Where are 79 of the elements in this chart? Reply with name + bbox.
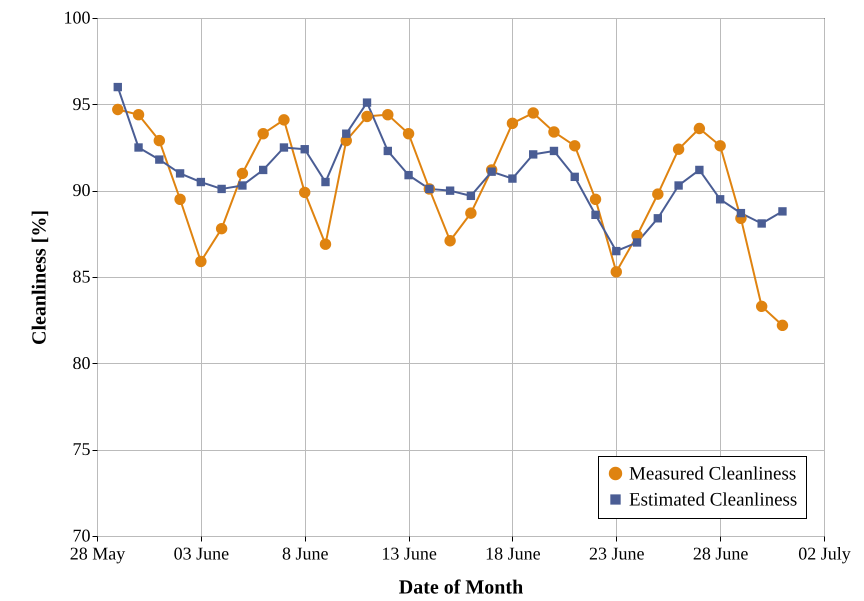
point xyxy=(716,195,724,204)
x-tick-label: 28 June xyxy=(692,544,748,564)
point xyxy=(778,207,787,216)
point xyxy=(402,128,414,140)
point xyxy=(154,134,166,146)
legend-label: Measured Cleanliness xyxy=(629,464,796,484)
point xyxy=(591,210,600,220)
point xyxy=(674,181,683,190)
point xyxy=(112,104,124,116)
point xyxy=(654,214,662,222)
x-tick-label: 03 June xyxy=(174,544,230,564)
point xyxy=(506,118,518,130)
y-tick-label: 80 xyxy=(72,352,90,373)
point xyxy=(196,178,206,186)
point xyxy=(280,143,288,152)
point xyxy=(444,235,456,246)
point xyxy=(217,184,226,194)
point xyxy=(320,238,332,250)
y-tick-label: 85 xyxy=(72,266,90,286)
point xyxy=(550,146,558,156)
point xyxy=(610,266,622,278)
point xyxy=(361,110,373,122)
y-tick-label: 70 xyxy=(72,526,90,546)
y-tick-label: 100 xyxy=(64,8,90,28)
legend-label: Estimated Cleanliness xyxy=(629,490,798,510)
point xyxy=(570,172,579,182)
point xyxy=(632,238,642,247)
point xyxy=(672,144,684,155)
point xyxy=(384,146,392,156)
point xyxy=(258,166,268,174)
x-tick-label: 8 June xyxy=(282,544,328,564)
x-tick-label: 13 June xyxy=(381,544,437,564)
point xyxy=(174,194,186,205)
point xyxy=(612,246,620,256)
point xyxy=(776,320,788,332)
point xyxy=(694,122,706,134)
point xyxy=(257,128,269,140)
point xyxy=(299,186,310,198)
point xyxy=(466,192,476,200)
x-tick-label: 23 June xyxy=(589,544,645,564)
point xyxy=(134,143,143,152)
x-tick-label: 18 June xyxy=(485,544,541,564)
point xyxy=(756,300,768,312)
y-tick-label: 75 xyxy=(72,439,90,460)
point xyxy=(508,174,517,183)
point xyxy=(652,188,664,200)
point xyxy=(446,186,454,195)
point xyxy=(132,109,144,120)
point xyxy=(569,140,580,152)
x-axis-title: Date of Month xyxy=(398,576,524,598)
x-tick-label: 02 July xyxy=(798,544,851,564)
point xyxy=(114,82,122,92)
point xyxy=(155,155,164,164)
point xyxy=(300,145,309,154)
point xyxy=(321,178,330,186)
point xyxy=(590,194,602,205)
point xyxy=(487,167,496,176)
point xyxy=(176,169,184,178)
point xyxy=(278,114,290,126)
point xyxy=(528,107,539,119)
point xyxy=(465,207,477,219)
y-tick-label: 90 xyxy=(72,180,90,200)
point xyxy=(529,150,538,159)
point xyxy=(382,109,394,120)
point xyxy=(362,98,372,107)
point xyxy=(238,181,247,190)
point xyxy=(404,170,413,180)
point xyxy=(736,208,746,218)
point xyxy=(195,256,207,268)
y-axis-title: Cleanliness [%] xyxy=(28,210,50,345)
point xyxy=(695,166,704,174)
point xyxy=(714,140,726,152)
y-tick-label: 95 xyxy=(72,94,90,114)
point xyxy=(758,219,766,228)
point xyxy=(236,168,248,180)
point xyxy=(548,126,560,138)
point xyxy=(342,130,350,138)
x-tick-label: 28 May xyxy=(70,544,126,564)
point xyxy=(216,222,228,234)
